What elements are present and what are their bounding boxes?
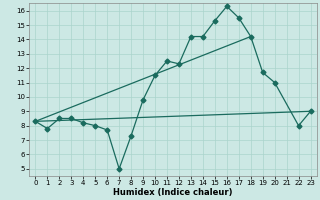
X-axis label: Humidex (Indice chaleur): Humidex (Indice chaleur)	[113, 188, 233, 197]
